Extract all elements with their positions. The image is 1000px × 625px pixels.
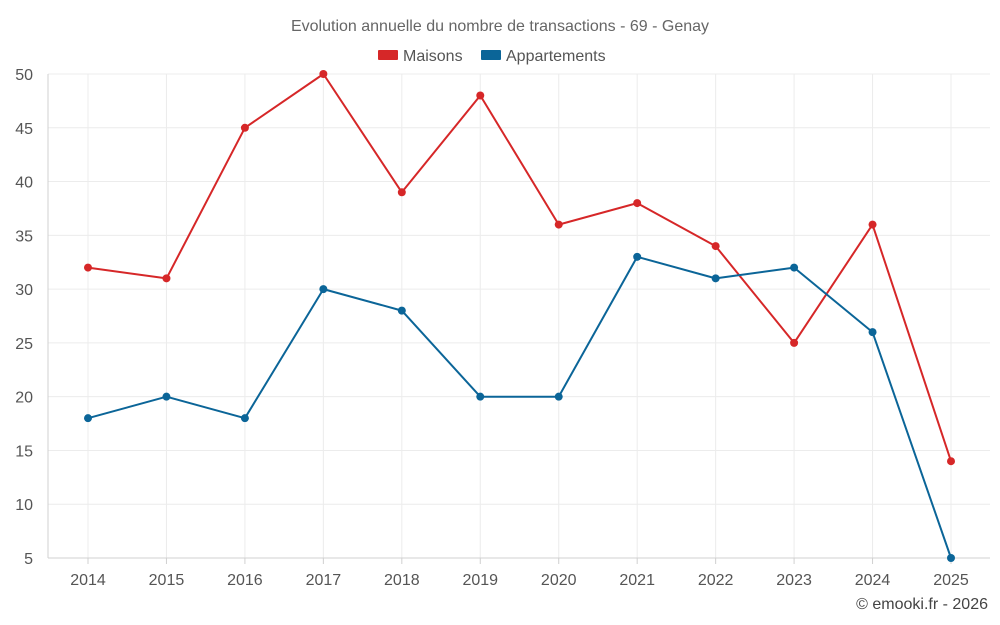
y-tick-label: 45 [15,121,33,138]
y-axis: 5 10 15 20 25 30 35 40 45 50 [15,67,49,568]
legend-label-appartements: Appartements [506,48,606,65]
x-tick-label: 2019 [462,572,498,589]
legend-swatch-maisons [378,50,398,60]
data-point-maisons[interactable] [397,188,406,197]
y-tick-label: 10 [15,497,33,514]
x-tick-label: 2020 [541,572,577,589]
copyright-credit: © emooki.fr - 2026 [856,596,988,613]
x-tick-label: 2015 [149,572,185,589]
x-tick-label: 2025 [933,572,969,589]
chart-title: Evolution annuelle du nombre de transact… [291,18,709,35]
data-point-appartements[interactable] [319,285,328,294]
x-tick-label: 2016 [227,572,263,589]
data-point-maisons[interactable] [476,91,485,100]
legend: Maisons Appartements [378,48,606,65]
data-point-maisons[interactable] [240,123,249,132]
data-point-appartements[interactable] [554,392,563,401]
x-tick-label: 2024 [855,572,891,589]
series-line-maisons [87,73,952,462]
x-axis: 2014 2015 2016 2017 2018 2019 2020 2021 2022 2023… [48,557,990,589]
legend-swatch-appartements [481,50,501,60]
x-tick-label: 2017 [306,572,342,589]
data-point-appartements[interactable] [84,414,92,423]
y-tick-label: 25 [15,336,33,353]
data-point-appartements[interactable] [790,263,799,272]
x-tick-label: 2014 [70,572,106,589]
x-tick-label: 2018 [384,572,420,589]
series-line-appartements [87,255,952,559]
x-tick-label: 2021 [619,572,655,589]
data-point-appartements[interactable] [868,328,877,337]
y-tick-label: 30 [15,282,33,299]
data-point-maisons[interactable] [162,274,171,283]
data-point-appartements[interactable] [633,252,642,261]
data-point-maisons[interactable] [711,242,720,251]
legend-label-maisons: Maisons [403,48,463,65]
data-point-appartements[interactable] [240,414,249,423]
legend-item-appartements[interactable]: Appartements [481,48,606,65]
gridlines [48,73,990,558]
legend-item-maisons[interactable]: Maisons [378,48,463,65]
data-point-maisons[interactable] [554,220,563,229]
x-tick-label: 2022 [698,572,734,589]
data-point-maisons[interactable] [633,199,642,208]
data-point-appartements[interactable] [476,392,485,401]
data-point-appartements[interactable] [711,274,720,283]
x-tick-label: 2023 [776,572,812,589]
data-point-maisons[interactable] [84,263,92,272]
series-layer [84,70,955,562]
data-point-maisons[interactable] [319,70,328,78]
y-tick-label: 40 [15,175,33,192]
y-tick-label: 15 [15,443,33,460]
y-tick-label: 20 [15,390,33,407]
data-point-maisons[interactable] [868,220,877,229]
data-point-appartements[interactable] [162,392,171,401]
y-tick-label: 50 [15,67,33,84]
y-tick-label: 5 [24,551,33,568]
data-point-appartements[interactable] [397,306,406,315]
data-point-maisons[interactable] [790,338,799,347]
y-tick-label: 35 [15,228,33,245]
data-point-appartements[interactable] [947,554,955,562]
data-point-maisons[interactable] [947,457,955,466]
